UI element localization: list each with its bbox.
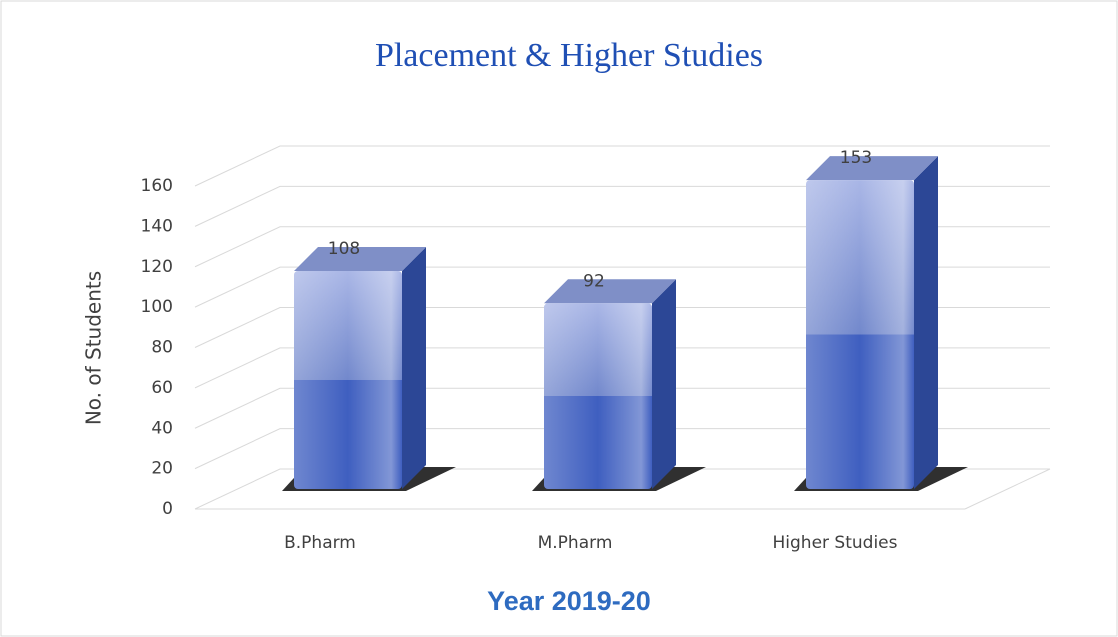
grid-line	[194, 226, 1050, 268]
data-label: 153	[840, 148, 872, 168]
grid-line	[194, 428, 1050, 470]
bar-top	[806, 156, 938, 181]
y-tick-label: 100	[141, 297, 173, 317]
data-label: 92	[583, 271, 605, 291]
x-tick-label: B.Pharm	[284, 533, 356, 553]
x-tick-label: Higher Studies	[773, 533, 898, 553]
y-tick-label: 60	[151, 378, 173, 398]
grid-line	[194, 185, 1050, 227]
bar	[532, 279, 706, 491]
grid-line	[194, 347, 1050, 389]
bar-side	[402, 246, 426, 489]
bar	[282, 246, 456, 491]
y-tick-label: 160	[141, 176, 173, 196]
x-tick-label: M.Pharm	[538, 533, 613, 553]
y-tick-label: 140	[141, 216, 173, 236]
grid-line	[194, 145, 1050, 187]
bar-top	[544, 279, 676, 304]
y-tick-label: 40	[151, 418, 173, 438]
bar-side	[652, 279, 676, 489]
grid-line	[194, 266, 1050, 308]
y-tick-label: 80	[151, 338, 173, 358]
y-tick-label: 20	[151, 459, 173, 479]
floor-edge	[964, 468, 1051, 510]
y-tick-label: 120	[141, 257, 173, 277]
x-axis-label: Year 2019-20	[487, 586, 651, 616]
grid-line	[194, 468, 1050, 510]
y-axis-label: No. of Students	[82, 271, 106, 425]
grid-line	[194, 307, 1050, 348]
bar-shine	[294, 270, 402, 489]
bar-top	[294, 246, 426, 271]
chart-title: Placement & Higher Studies	[375, 37, 763, 74]
bar-side	[914, 156, 938, 489]
bar-shine	[544, 303, 652, 489]
y-tick-label: 0	[162, 499, 173, 519]
bar-shine	[806, 180, 914, 489]
grid-line	[194, 387, 1050, 429]
data-label: 108	[328, 239, 360, 259]
bar	[794, 156, 968, 491]
